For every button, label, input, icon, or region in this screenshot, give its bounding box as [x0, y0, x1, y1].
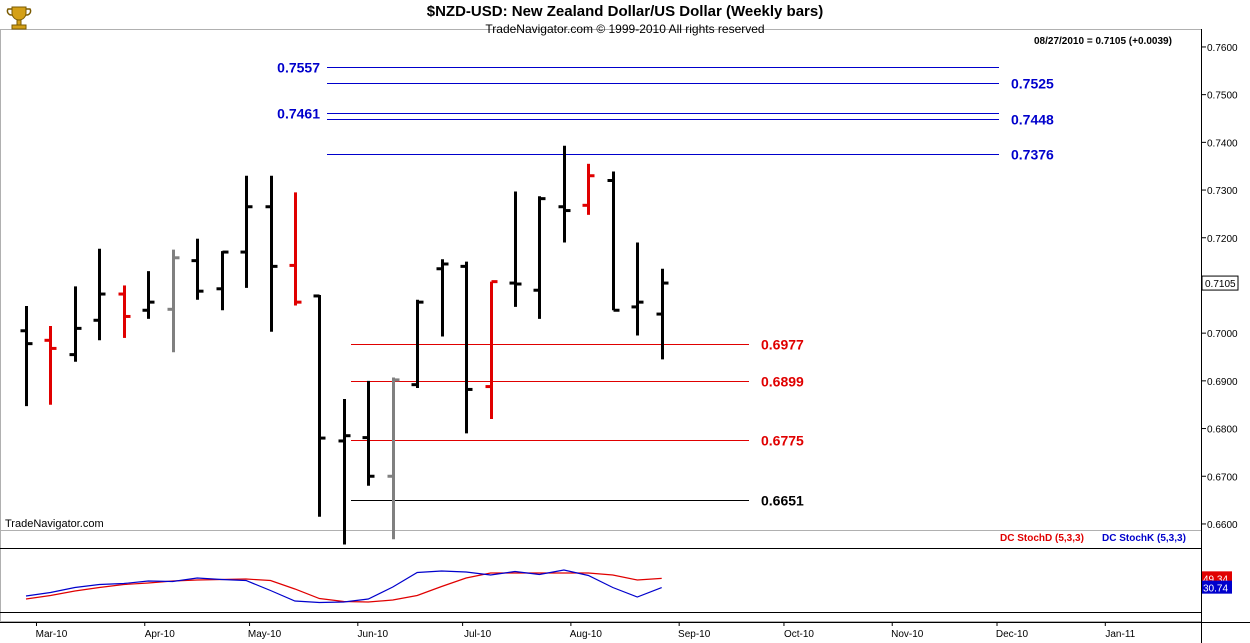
y-tick-label: 0.7300: [1207, 186, 1238, 197]
level-label: 0.7525: [1011, 76, 1054, 92]
indicator-panel-frame: [0, 530, 1202, 622]
level-label: 0.6899: [761, 374, 804, 390]
chart-title: $NZD-USD: New Zealand Dollar/US Dollar (…: [426, 3, 824, 20]
y-tick-label: 0.6700: [1207, 472, 1238, 483]
trophy-icon: [6, 6, 32, 30]
stochk-value-label: 30.74: [1203, 584, 1228, 595]
price-panel-frame: [0, 29, 1202, 531]
watermark: TradeNavigator.com: [5, 518, 104, 530]
x-tick-label: Oct-10: [784, 629, 814, 640]
stochk-legend: DC StochK (5,3,3): [1102, 533, 1186, 544]
stochd-legend: DC StochD (5,3,3): [1000, 533, 1084, 544]
x-tick-label: Sep-10: [678, 629, 711, 640]
y-tick-label: 0.7000: [1207, 329, 1238, 340]
x-tick-label: Apr-10: [145, 629, 175, 640]
last-quote: 08/27/2010 = 0.7105 (+0.0039): [1034, 36, 1172, 47]
x-tick-label: Jan-11: [1105, 629, 1135, 640]
x-tick-label: Dec-10: [996, 629, 1029, 640]
stochk-line: [25, 569, 662, 604]
level-label: 0.6651: [761, 493, 804, 509]
y-tick-label: 0.7200: [1207, 234, 1238, 245]
y-tick-label: 0.7500: [1207, 91, 1238, 102]
y-tick-label: 0.7400: [1207, 138, 1238, 149]
y-tick-label: 0.6900: [1207, 377, 1238, 388]
last-price-label: 0.7105: [1205, 279, 1236, 290]
level-label: 0.7461: [277, 106, 320, 122]
stochd-value-label: 49.34: [1203, 574, 1228, 585]
stochk-value-box: [1202, 580, 1232, 594]
x-tick-label: Mar-10: [36, 629, 68, 640]
x-tick-label: May-10: [248, 629, 282, 640]
y-tick-label: 0.6600: [1207, 520, 1238, 531]
x-tick-label: Aug-10: [570, 629, 603, 640]
x-tick-label: Jun-10: [358, 629, 389, 640]
last-price-box: [1201, 275, 1239, 291]
chart-subtitle: TradeNavigator.com © 1999-2010 All right…: [485, 22, 765, 36]
level-label: 0.6775: [761, 433, 804, 449]
level-label: 0.7448: [1011, 112, 1054, 128]
level-label: 0.7557: [277, 60, 320, 76]
y-tick-label: 0.7600: [1207, 43, 1238, 54]
level-label: 0.6977: [761, 337, 804, 353]
x-tick-label: Jul-10: [464, 629, 492, 640]
stochd-line: [25, 572, 662, 603]
level-label: 0.7376: [1011, 147, 1054, 163]
x-tick-label: Nov-10: [891, 629, 924, 640]
y-tick-label: 0.6800: [1207, 425, 1238, 436]
